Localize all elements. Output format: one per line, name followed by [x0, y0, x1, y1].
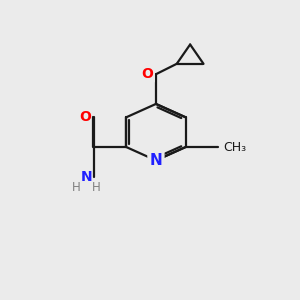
Text: H: H: [72, 181, 81, 194]
Text: N: N: [150, 153, 162, 168]
Text: N: N: [81, 170, 93, 184]
Text: H: H: [92, 181, 100, 194]
Text: CH₃: CH₃: [224, 140, 247, 154]
Text: O: O: [142, 67, 154, 81]
Text: O: O: [79, 110, 91, 124]
